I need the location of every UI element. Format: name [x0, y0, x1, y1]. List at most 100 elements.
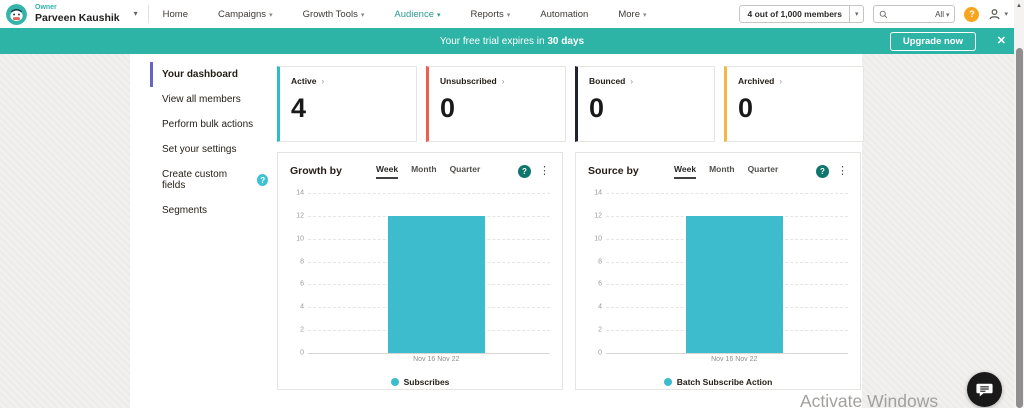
search-filter-dropdown[interactable]: All ▾ — [935, 9, 950, 19]
legend-dot-icon — [390, 378, 399, 386]
growth-by-chart-panel: Growth by Week Month Quarter ? ⋮ 14 12 10 8… — [277, 152, 563, 390]
legend-label: Batch Subscribe Action — [676, 377, 773, 387]
brand-logo-icon[interactable] — [6, 3, 27, 25]
charts-row: Growth by Week Month Quarter ? ⋮ 14 12 10 8… — [277, 152, 861, 390]
nav-item-growth-tools[interactable]: Growth Tools ▾ — [302, 8, 365, 20]
gridline — [308, 193, 550, 194]
chat-bubble-icon — [976, 383, 993, 397]
search-input[interactable] — [888, 8, 936, 20]
top-navbar: Owner Parveen Kaushik ▾ Home Campaigns ▾ … — [0, 0, 1024, 28]
gridline — [606, 193, 848, 194]
y-tick-label: 0 — [598, 349, 602, 357]
sidebar-item-create-custom-fields[interactable]: Create custom fields ? — [150, 162, 268, 198]
y-tick-label: 12 — [594, 212, 602, 220]
nav-item-campaigns[interactable]: Campaigns ▾ — [218, 8, 273, 20]
sidebar-item-set-your-settings[interactable]: Set your settings — [162, 144, 237, 155]
chevron-down-icon: ▾ — [945, 11, 950, 19]
y-axis: 14 12 10 8 6 4 2 0 — [588, 189, 606, 357]
y-tick-label: 4 — [598, 303, 602, 311]
y-axis: 14 12 10 8 6 4 2 0 — [290, 189, 308, 357]
scrollbar-thumb[interactable] — [1015, 48, 1023, 408]
gridline — [308, 353, 550, 354]
help-badge-icon[interactable]: ? — [257, 174, 268, 186]
y-tick-label: 8 — [598, 258, 602, 266]
stat-card-bounced[interactable]: Bounced › 0 — [575, 66, 715, 142]
chart-title: Source by — [588, 165, 639, 177]
y-tick-label: 0 — [300, 349, 304, 357]
chevron-down-icon: ▾ — [269, 11, 273, 19]
upgrade-now-button[interactable]: Upgrade now — [889, 32, 976, 51]
account-menu[interactable]: ▾ — [988, 8, 1008, 21]
chevron-right-icon: › — [321, 77, 325, 86]
chevron-down-icon: ▾ — [854, 11, 859, 18]
owner-name: Parveen Kaushik — [35, 12, 120, 25]
main-nav: Home Campaigns ▾ Growth Tools ▾ Audience ▾ … — [163, 9, 647, 20]
kebab-menu-icon[interactable]: ⋮ — [837, 164, 848, 177]
nav-item-more[interactable]: More ▾ — [618, 8, 647, 20]
nav-item-automation[interactable]: Automation — [540, 8, 589, 20]
y-tick-label: 14 — [296, 189, 304, 197]
tab-month[interactable]: Month — [411, 163, 437, 174]
tab-quarter[interactable]: Quarter — [449, 163, 481, 174]
chevron-down-icon: ▾ — [133, 9, 138, 18]
legend-dot-icon — [663, 378, 672, 386]
activate-windows-watermark: Activate Windows — [800, 391, 939, 408]
search-box[interactable]: All ▾ — [873, 5, 956, 23]
bar-chart-plot — [606, 193, 848, 354]
sidebar-item-your-dashboard[interactable]: Your dashboard — [150, 62, 268, 87]
tab-week[interactable]: Week — [674, 164, 697, 179]
tab-quarter[interactable]: Quarter — [747, 163, 779, 174]
stat-card-archived[interactable]: Archived › 0 — [724, 66, 864, 142]
kebab-menu-icon[interactable]: ⋮ — [539, 164, 550, 177]
y-tick-label: 10 — [594, 235, 602, 243]
account-switcher[interactable]: Owner Parveen Kaushik ▾ — [35, 4, 138, 24]
nav-item-audience[interactable]: Audience ▾ — [394, 8, 441, 20]
y-tick-label: 6 — [598, 280, 602, 288]
chevron-right-icon: › — [501, 77, 505, 86]
scroll-up-arrow-icon[interactable]: ▲ — [1016, 3, 1022, 9]
y-tick-label: 2 — [598, 326, 602, 334]
trial-banner: Your free trial expires in 30 days Upgra… — [0, 28, 1024, 54]
stat-card-unsubscribed[interactable]: Unsubscribed › 0 — [426, 66, 566, 142]
chat-button[interactable] — [967, 372, 1002, 407]
chevron-right-icon: › — [630, 77, 634, 86]
stat-card-active[interactable]: Active › 4 — [277, 66, 417, 142]
stat-value: 0 — [738, 93, 754, 123]
stat-value: 0 — [589, 93, 605, 123]
y-tick-label: 8 — [300, 258, 304, 266]
y-tick-label: 12 — [296, 212, 304, 220]
bar-segment — [387, 215, 485, 353]
chevron-down-icon: ▾ — [506, 11, 511, 19]
chart-legend: Batch Subscribe Action — [588, 377, 848, 387]
members-count-dropdown[interactable]: 4 out of 1,000 members ▾ — [739, 5, 865, 23]
help-button[interactable]: ? — [964, 6, 980, 22]
chevron-down-icon: ▾ — [643, 11, 647, 19]
user-icon — [989, 8, 1001, 19]
chevron-down-icon: ▾ — [360, 11, 365, 19]
nav-item-home[interactable]: Home — [162, 8, 188, 20]
chevron-right-icon: › — [779, 77, 783, 86]
owner-label: Owner — [35, 4, 57, 12]
stat-value: 0 — [440, 93, 456, 123]
bar-chart-plot — [308, 193, 550, 354]
chart-title: Growth by — [290, 165, 342, 177]
help-badge-icon[interactable]: ? — [816, 164, 829, 178]
y-tick-label: 14 — [594, 189, 602, 197]
sidebar-item-view-all-members[interactable]: View all members — [162, 94, 241, 105]
vertical-scrollbar[interactable]: ▲ — [1014, 0, 1024, 408]
tab-week[interactable]: Week — [376, 164, 399, 179]
sidebar-item-perform-bulk-actions[interactable]: Perform bulk actions — [162, 119, 254, 130]
nav-item-reports[interactable]: Reports ▾ — [470, 8, 511, 20]
stats-cards-row: Active › 4 Unsubscribed › 0 Bounced › 0 Arc… — [277, 66, 864, 142]
legend-label: Subscribes — [403, 377, 450, 387]
bar-segment — [685, 215, 783, 353]
tab-month[interactable]: Month — [709, 163, 735, 174]
y-tick-label: 4 — [300, 303, 304, 311]
y-tick-label: 6 — [300, 280, 304, 288]
navbar-right-group: 4 out of 1,000 members ▾ All ▾ ? — [739, 5, 1024, 23]
chevron-down-icon: ▾ — [1004, 11, 1008, 18]
close-icon[interactable]: ✕ — [996, 35, 1006, 47]
sidebar-item-segments[interactable]: Segments — [162, 205, 208, 216]
help-badge-icon[interactable]: ? — [518, 164, 531, 178]
